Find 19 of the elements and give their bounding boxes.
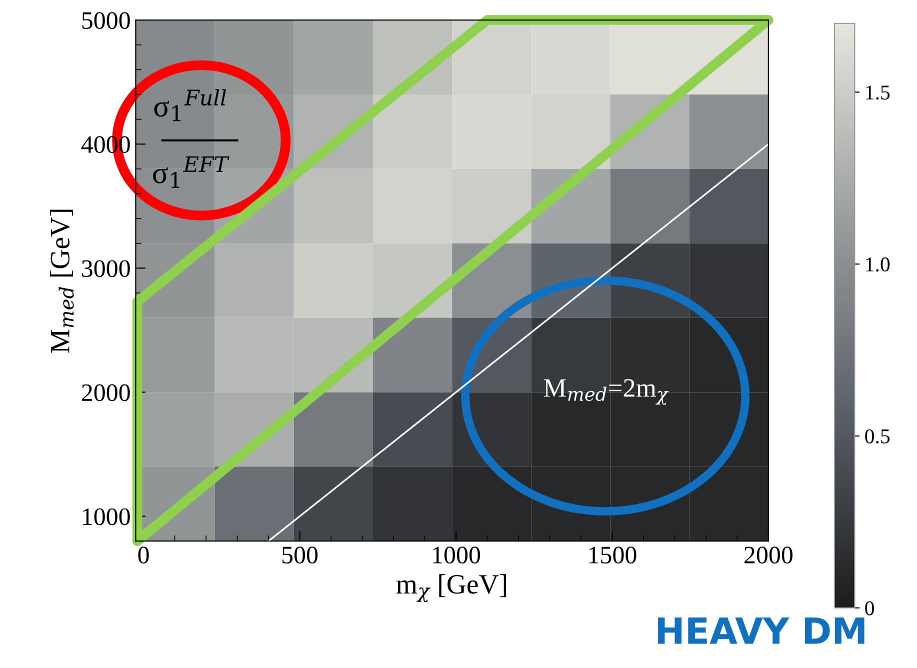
- annotation: σ$_{1}$$^{EFT}$: [153, 156, 230, 188]
- x-axis-title: m$_{χ}$ [GeV]: [396, 574, 506, 602]
- y-axis-title: M$_{med}$ [GeV]: [50, 210, 74, 353]
- x-tick-label: 500: [282, 546, 318, 564]
- y-tick-label: 2000: [82, 384, 130, 402]
- x-tick-label: 1500: [589, 546, 636, 564]
- y-tick-label: 1000: [83, 508, 130, 526]
- color-bar-label: 0.5: [865, 429, 890, 444]
- color-bar-label: 1.0: [866, 257, 890, 272]
- y-tick-label: 5000: [82, 12, 130, 29]
- x-tick-label: 0: [138, 546, 149, 564]
- annotation: M$_{med}$=2m$_{χ}$: [544, 379, 669, 405]
- x-tick-label: 1000: [433, 546, 480, 564]
- color-bar-label: 0: [865, 601, 874, 616]
- annotation: σ$_{1}$$^{Full}$: [154, 89, 226, 122]
- text: HEAVY DM: [658, 617, 864, 644]
- color-bar-label: 1.5: [866, 86, 890, 100]
- x-tick-label: 2000: [744, 546, 792, 564]
- y-tick-label: 3000: [82, 260, 130, 278]
